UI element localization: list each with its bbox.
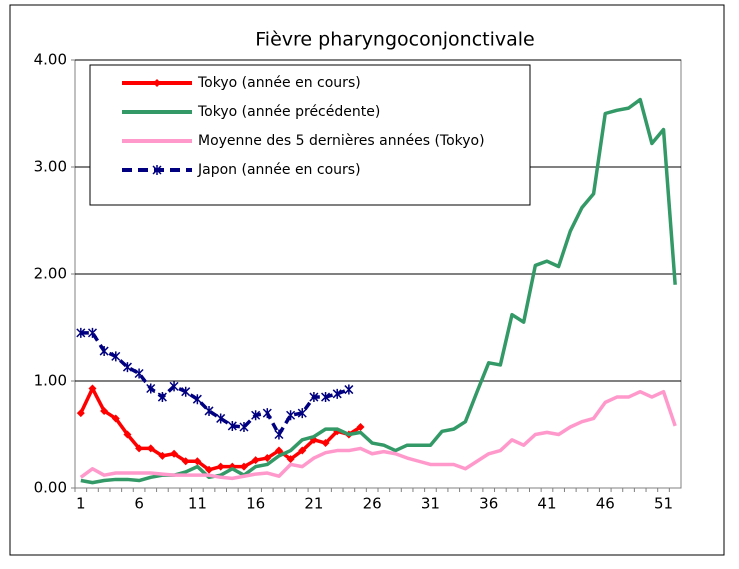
marker bbox=[193, 457, 202, 466]
marker bbox=[309, 392, 319, 403]
x-tick-label: 26 bbox=[363, 495, 382, 513]
legend-label: Tokyo (année précédente) bbox=[197, 104, 380, 120]
marker bbox=[286, 455, 295, 464]
x-tick-label: 51 bbox=[654, 495, 673, 513]
marker bbox=[321, 392, 331, 403]
marker bbox=[251, 456, 260, 465]
marker bbox=[100, 406, 109, 415]
marker bbox=[251, 410, 261, 421]
marker bbox=[298, 446, 307, 455]
marker bbox=[153, 79, 161, 87]
marker bbox=[216, 462, 225, 471]
marker bbox=[146, 444, 155, 453]
marker bbox=[152, 165, 162, 175]
marker bbox=[122, 362, 132, 373]
marker bbox=[99, 346, 109, 357]
marker bbox=[111, 414, 120, 423]
marker bbox=[274, 446, 283, 455]
marker bbox=[239, 462, 248, 471]
marker bbox=[181, 457, 190, 466]
legend-label: Tokyo (année en cours) bbox=[197, 75, 361, 91]
y-tick-label: 4.00 bbox=[34, 51, 67, 69]
marker bbox=[111, 351, 121, 362]
marker bbox=[263, 454, 272, 463]
y-tick-label: 0.00 bbox=[34, 479, 67, 497]
y-tick-label: 1.00 bbox=[34, 372, 67, 390]
marker bbox=[216, 413, 226, 424]
marker bbox=[297, 408, 307, 419]
marker bbox=[344, 384, 354, 395]
marker bbox=[123, 430, 132, 439]
marker bbox=[181, 386, 191, 397]
marker bbox=[87, 327, 98, 338]
marker bbox=[356, 423, 365, 432]
marker bbox=[192, 394, 202, 405]
x-tick-label: 46 bbox=[596, 495, 615, 513]
marker bbox=[76, 327, 86, 338]
series-line bbox=[79, 389, 677, 481]
x-tick-label: 16 bbox=[246, 495, 265, 513]
marker bbox=[332, 388, 342, 399]
marker bbox=[274, 429, 284, 440]
marker bbox=[239, 422, 249, 433]
x-tick-label: 31 bbox=[421, 495, 440, 513]
x-tick-label: 1 bbox=[76, 495, 86, 513]
chart-title: Fièvre pharyngoconjonctivale bbox=[255, 29, 535, 51]
y-tick-label: 2.00 bbox=[34, 265, 67, 283]
legend-label: Japon (année en cours) bbox=[197, 162, 361, 178]
marker bbox=[169, 381, 179, 392]
marker bbox=[134, 368, 144, 379]
x-tick-label: 41 bbox=[537, 495, 556, 513]
x-tick-label: 21 bbox=[304, 495, 323, 513]
legend-label: Moyenne des 5 dernières années (Tokyo) bbox=[198, 133, 485, 149]
x-tick-label: 36 bbox=[479, 495, 498, 513]
marker bbox=[158, 451, 167, 460]
marker bbox=[286, 410, 296, 421]
marker bbox=[135, 444, 144, 453]
marker bbox=[170, 449, 179, 458]
marker bbox=[88, 384, 97, 393]
marker bbox=[205, 465, 214, 474]
marker bbox=[204, 405, 214, 416]
marker bbox=[321, 439, 330, 448]
marker bbox=[146, 383, 156, 394]
x-tick-label: 11 bbox=[188, 495, 207, 513]
marker bbox=[76, 409, 85, 418]
x-tick-label: 6 bbox=[134, 495, 144, 513]
legend-box bbox=[89, 64, 531, 206]
marker bbox=[157, 392, 167, 403]
marker bbox=[262, 408, 272, 419]
y-tick-label: 3.00 bbox=[34, 158, 67, 176]
marker bbox=[227, 420, 237, 431]
